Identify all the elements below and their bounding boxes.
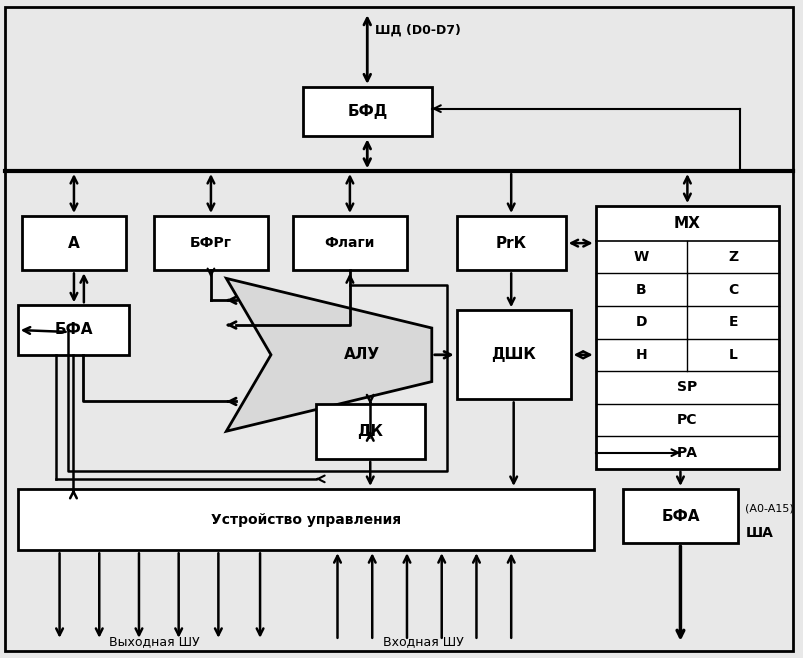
Bar <box>153 216 267 270</box>
Text: PC: PC <box>676 413 697 427</box>
Text: ША: ША <box>744 526 772 540</box>
Text: Z: Z <box>728 250 737 264</box>
Polygon shape <box>226 278 431 431</box>
Text: Выходная ШУ: Выходная ШУ <box>108 634 199 647</box>
Text: (A0-A15): (A0-A15) <box>744 503 793 514</box>
Bar <box>595 206 778 469</box>
Text: БФРг: БФРг <box>190 236 231 250</box>
Text: Устройство управления: Устройство управления <box>210 513 400 526</box>
Text: БФД: БФД <box>347 104 387 119</box>
Text: МХ: МХ <box>673 216 700 231</box>
Text: АЛУ: АЛУ <box>344 347 380 363</box>
Text: РrК: РrК <box>495 236 526 251</box>
Text: РА: РА <box>676 445 697 460</box>
Text: C: C <box>728 282 737 297</box>
Bar <box>456 310 570 399</box>
Text: E: E <box>728 315 737 329</box>
Bar <box>622 489 736 544</box>
Text: H: H <box>635 348 646 362</box>
Text: Входная ШУ: Входная ШУ <box>383 634 463 647</box>
Text: L: L <box>728 348 737 362</box>
Text: БФА: БФА <box>660 509 699 524</box>
Bar <box>292 216 406 270</box>
Bar <box>456 216 565 270</box>
Text: А: А <box>68 236 79 251</box>
Text: B: B <box>635 282 646 297</box>
Text: ШД (D0-D7): ШД (D0-D7) <box>375 24 460 37</box>
Bar <box>18 305 128 355</box>
Text: W: W <box>633 250 648 264</box>
Text: ДК: ДК <box>357 424 383 440</box>
Text: БФА: БФА <box>54 322 92 338</box>
Bar <box>22 216 126 270</box>
Text: D: D <box>635 315 646 329</box>
Text: Флаги: Флаги <box>324 236 375 250</box>
Text: ДШК: ДШК <box>491 347 536 363</box>
Bar <box>316 405 424 459</box>
Bar <box>18 489 593 550</box>
Text: SP: SP <box>676 380 697 394</box>
Bar <box>303 87 431 136</box>
